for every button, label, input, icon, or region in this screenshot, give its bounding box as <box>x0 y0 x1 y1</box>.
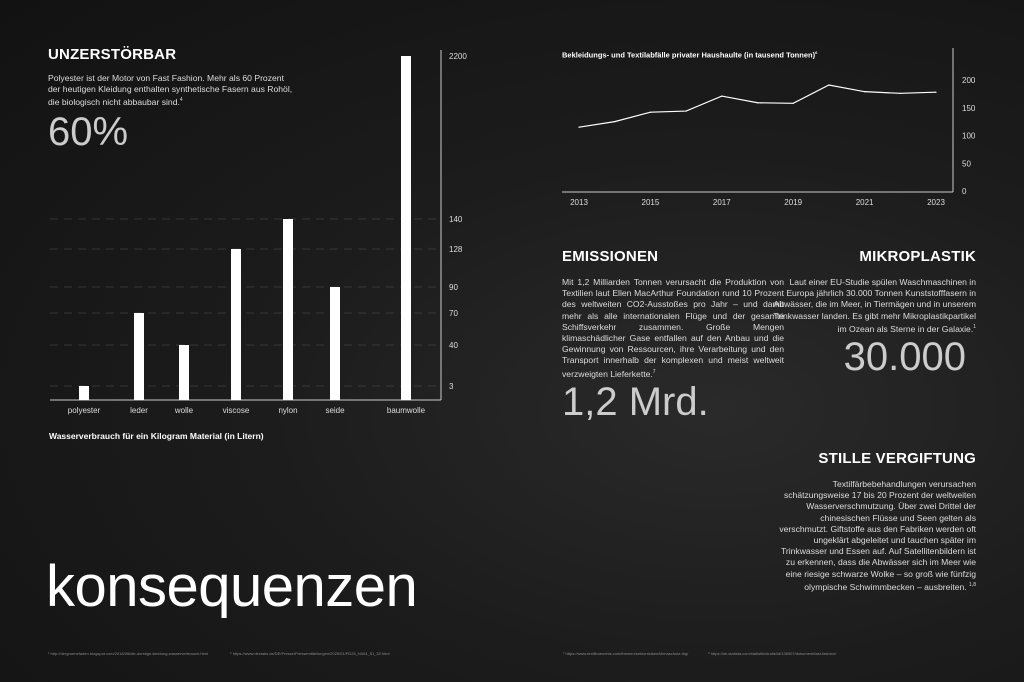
section-text: Polyester ist der Motor von Fast Fashion… <box>48 73 293 108</box>
line-chart-title: Bekleidungs- und Textilabfälle privater … <box>562 50 818 60</box>
x-tick-label: 2019 <box>784 198 802 207</box>
mikroplastik-section: MIKROPLASTIK Laut einer EU-Studie spülen… <box>770 248 976 380</box>
y-tick-label: 200 <box>962 76 976 85</box>
emissionen-section: EMISSIONEN Mit 1,2 Milliarden Tonnen ver… <box>562 248 784 425</box>
y-tick-label: 0 <box>962 187 967 196</box>
footnote: ⁶ https://www.destatis.de/DE/Presse/Pres… <box>230 651 390 656</box>
x-tick-label: baumwolle <box>387 406 426 415</box>
textile-waste-line-chart: 0 50 100 150 200 2013 2015 2017 2019 2021 2023 <box>562 48 976 207</box>
footnote: ¹ http://dergruenefaden.blogspot.com/201… <box>48 651 208 656</box>
data-point-2019 <box>792 102 794 104</box>
data-point-2015 <box>649 111 652 113</box>
section-title: STILLE VERGIFTUNG <box>818 450 976 467</box>
y-tick-label: 40 <box>449 341 458 350</box>
bar-baumwolle <box>401 56 411 400</box>
data-point-2013 <box>578 126 580 128</box>
y-tick-label: 2200 <box>449 52 467 61</box>
data-point-2022 <box>899 92 901 94</box>
y-tick-label: 140 <box>449 215 463 224</box>
section-title: MIKROPLASTIK <box>859 248 976 265</box>
x-tick-label: viscose <box>223 406 250 415</box>
x-tick-label: 2021 <box>856 198 874 207</box>
stat-60-percent: 60% <box>48 110 129 155</box>
data-line <box>578 84 937 128</box>
section-text: Laut einer EU-Studie spülen Waschmaschin… <box>773 277 976 334</box>
headline: konsequenzen <box>46 554 418 619</box>
data-point-2017 <box>721 95 723 97</box>
stat-1-2-mrd: 1,2 Mrd. <box>562 379 709 424</box>
footnote: ⁷ https://www.textilbuendnis.com/themen/… <box>563 651 689 656</box>
unzerstoerbar-section: UNZERSTÖRBAR Polyester ist der Motor von… <box>48 46 298 155</box>
x-tick-label: 2017 <box>713 198 731 207</box>
section-text: Textilfärbebehandlungen verursachen schä… <box>779 479 976 592</box>
x-tick-label: leder <box>130 406 148 415</box>
bar-chart-title: Wasserverbrauch für ein Kilogram Materia… <box>49 431 264 441</box>
y-tick-label: 100 <box>962 132 976 141</box>
x-tick-label: wolle <box>174 406 194 415</box>
data-point-2018 <box>756 102 759 104</box>
section-text: Mit 1,2 Milliarden Tonnen verursacht die… <box>562 277 784 379</box>
x-tick-label: 2023 <box>927 198 945 207</box>
bar-viscose <box>231 249 241 400</box>
y-tick-label: 50 <box>962 159 971 168</box>
data-point-2021 <box>864 91 866 93</box>
y-tick-label: 90 <box>449 283 458 292</box>
stat-30000: 30.000 <box>843 334 966 379</box>
bar-wolle <box>179 345 189 400</box>
water-bar-chart: 3 40 70 90 128 140 2200 polyester leder wolle visc… <box>50 50 467 415</box>
y-tick-label: 128 <box>449 245 463 254</box>
x-tick-label: 2013 <box>570 198 588 207</box>
y-tick-label: 150 <box>962 104 976 113</box>
x-tick-label: nylon <box>278 406 297 415</box>
x-tick-label: polyester <box>68 406 101 415</box>
section-title: EMISSIONEN <box>562 248 659 265</box>
data-point-2020 <box>828 84 830 86</box>
section-title: UNZERSTÖRBAR <box>48 46 177 63</box>
bar-polyester <box>79 386 89 400</box>
x-tick-label: seide <box>325 406 345 415</box>
data-point-2014 <box>614 121 616 123</box>
data-point-2016 <box>685 110 687 112</box>
x-tick-label: 2015 <box>642 198 660 207</box>
bar-nylon <box>283 219 293 400</box>
y-tick-label: 3 <box>449 382 454 391</box>
data-point-2023 <box>935 91 937 93</box>
bar-leder <box>134 313 144 400</box>
bar-seide <box>330 287 340 400</box>
vergiftung-section: STILLE VERGIFTUNG Textilfärbebehandlunge… <box>770 450 976 593</box>
y-tick-label: 70 <box>449 309 458 318</box>
footnote: ⁸ https://de.statista.com/statistik/stud… <box>708 651 837 656</box>
